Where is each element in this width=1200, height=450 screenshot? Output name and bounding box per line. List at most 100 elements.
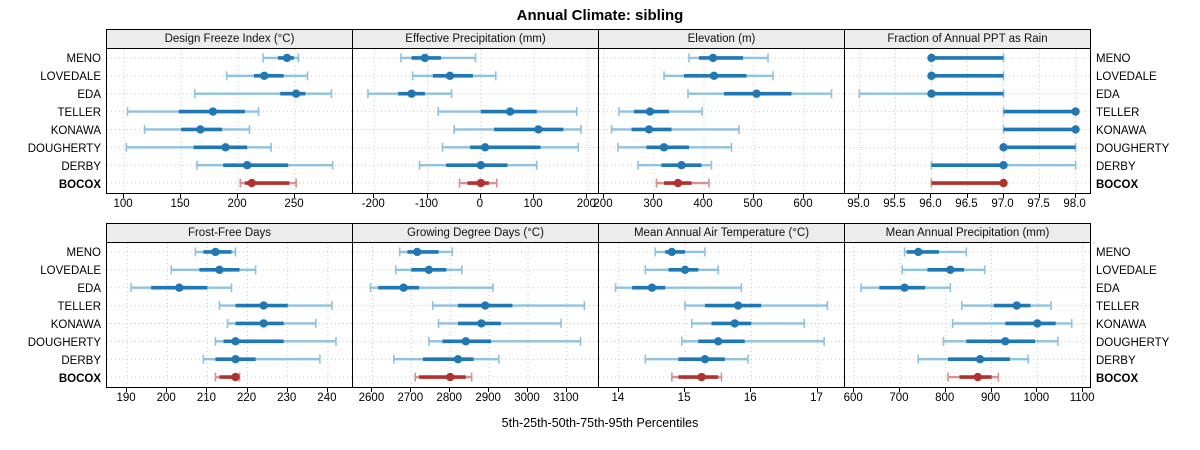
axis-tick-label: 17: [810, 392, 823, 404]
series-dougherty: [125, 142, 272, 152]
median-dot: [1033, 319, 1042, 328]
axis-fraction-of-annual-ppt-as-rain: 95.0 95.5 96.0 96.5 97.0 97.5 98.0: [844, 194, 1091, 214]
median-dot: [412, 247, 422, 257]
median-dot: [247, 178, 256, 188]
axis-tick: [479, 194, 481, 198]
panel-effective-precipitation-mm: Effective Precipitation (mm) -200 -100 0 100…: [352, 29, 599, 214]
panel-strip-elevation-m: Elevation (m): [598, 29, 845, 49]
panel-elevation-m: Elevation (m) 200 300 400 500 600: [593, 29, 845, 214]
axis-tick: [753, 194, 754, 198]
site-label-meno: MENO: [1096, 53, 1131, 65]
series-lovedale: [411, 71, 497, 81]
site-labels-left: MENO LOVEDALE EDA TELLER KONAWA DOUGHERTY DERB…: [0, 29, 106, 194]
site-label-teller: TELLER: [57, 301, 101, 313]
site-labels-right: MENO LOVEDALE EDA TELLER KONAWA DOUGHERTY DERB…: [1091, 223, 1197, 388]
median-dot: [697, 372, 706, 382]
median-dot: [1071, 125, 1080, 134]
site-label-derby: DERBY: [1096, 161, 1136, 173]
site-label-meno: MENO: [66, 247, 102, 259]
site-label-eda: EDA: [77, 89, 101, 101]
median-dot: [644, 125, 654, 134]
axis-tick-label: 2700: [397, 392, 424, 404]
series-dougherty: [617, 142, 733, 152]
median-dot: [480, 143, 490, 152]
panel-design-freeze-index-c: Design Freeze Index (°C) 100 150 200 250: [106, 29, 353, 214]
series-konawa: [610, 124, 740, 134]
site-label-eda: EDA: [1096, 89, 1120, 101]
site-label-bocox: BOCOX: [1096, 373, 1139, 385]
median-dot: [208, 107, 218, 116]
series-eda: [860, 283, 952, 293]
panel-mean-annual-air-temperature-c: Mean Annual Air Temperature (°C) 14 15 16 17: [598, 223, 845, 408]
median-dot: [708, 53, 718, 63]
series-eda: [130, 283, 233, 293]
panel-strip-fraction-of-annual-ppt-as-rain: Fraction of Annual PPT as Rain: [844, 29, 1091, 49]
axis-tick: [803, 194, 804, 198]
series-bocox: [458, 178, 498, 188]
site-label-lovedale: LOVEDALE: [1096, 71, 1157, 83]
series-konawa: [951, 318, 1073, 328]
plot-svg-elevation-m: [599, 49, 844, 192]
axis-tick-label: 14: [611, 392, 625, 404]
axis-tick: [684, 388, 686, 392]
series-konawa: [143, 124, 251, 134]
axis-tick-label: 1100: [1069, 392, 1095, 404]
median-dot: [534, 125, 543, 134]
site-label-teller: TELLER: [1096, 107, 1140, 119]
median-dot: [424, 265, 434, 275]
series-teller: [218, 301, 333, 311]
median-dot: [700, 354, 710, 364]
axis-tick: [206, 388, 208, 392]
series-eda: [687, 89, 833, 99]
panel-strip-frost-free-days: Frost-Free Days: [106, 223, 353, 243]
panel-plot-mean-annual-precipitation-mm: [844, 243, 1091, 388]
axis-tick: [944, 388, 946, 392]
axis-tick-label: 220: [236, 392, 257, 404]
axis-tick-label: 97.0: [991, 198, 1014, 210]
median-dot: [927, 71, 936, 81]
site-label-derby: DERBY: [1096, 355, 1136, 367]
plot-svg-frost-free-days: [107, 243, 352, 386]
series-meno: [903, 247, 968, 257]
series-konawa: [437, 318, 562, 328]
axis-tick: [373, 194, 375, 198]
median-dot: [752, 89, 761, 98]
median-dot: [259, 301, 268, 310]
median-dot: [713, 337, 723, 346]
axis-tick-label: 100: [523, 198, 543, 210]
median-dot: [680, 265, 690, 275]
series-meno: [400, 53, 477, 63]
median-dot: [1012, 301, 1021, 310]
median-dot: [667, 247, 677, 257]
axis-tick: [449, 388, 451, 392]
series-dougherty: [428, 336, 582, 346]
axis-tick: [586, 194, 588, 198]
axis-tick: [488, 388, 490, 392]
series-dougherty: [680, 336, 825, 346]
series-konawa: [690, 318, 806, 328]
axis-tick: [166, 388, 168, 392]
site-label-meno: MENO: [1096, 247, 1131, 259]
panel-plot-frost-free-days: [106, 243, 353, 388]
median-dot: [476, 178, 486, 188]
axis-tick: [426, 194, 428, 198]
axis-tick-label: 200: [576, 198, 596, 210]
axis-tick: [286, 388, 288, 392]
series-teller: [126, 107, 260, 117]
axis-tick: [294, 194, 296, 198]
series-lovedale: [170, 265, 257, 275]
axis-tick: [180, 194, 182, 198]
axis-mean-annual-precipitation-mm: 600 700 800 900 1000 1100: [844, 388, 1094, 408]
series-konawa: [1002, 124, 1080, 134]
site-label-lovedale: LOVEDALE: [40, 71, 101, 83]
panel-frost-free-days: Frost-Free Days 190 200 210 220 230 240: [106, 223, 353, 408]
axis-tick: [533, 194, 535, 198]
axis-tick: [816, 388, 818, 392]
axis-tick: [326, 388, 328, 392]
median-dot: [446, 372, 455, 382]
axis-tick: [653, 194, 654, 198]
site-label-dougherty: DOUGHERTY: [1096, 337, 1170, 349]
axis-tick-label: 200: [593, 198, 613, 210]
axis-tick: [894, 194, 896, 198]
site-label-lovedale: LOVEDALE: [40, 265, 101, 277]
